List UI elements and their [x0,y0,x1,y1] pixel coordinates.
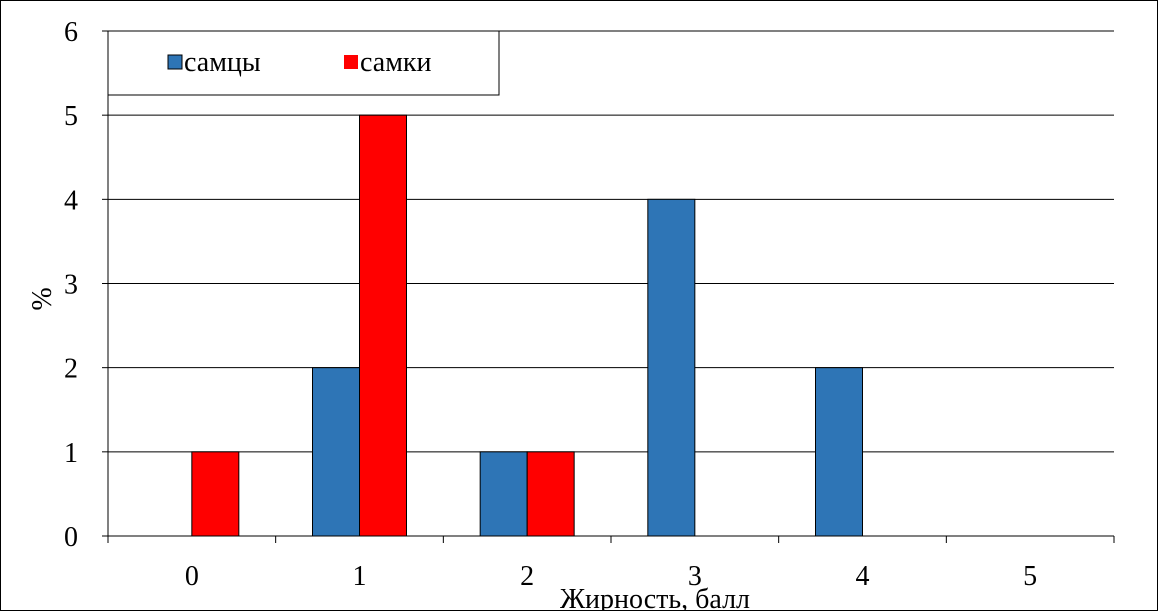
y-tick-label: 0 [64,522,78,553]
x-tick-label: 1 [353,561,367,592]
x-axis-label: Жирность, балл [560,584,750,611]
bar-females [191,451,240,537]
y-tick-label: 6 [64,17,78,48]
y-axis-ticks: 0 1 2 3 4 5 6 [64,17,108,553]
x-tick-label: 3 [688,561,702,592]
legend-label-males: самцы [184,47,261,78]
x-tick-label: 2 [520,561,534,592]
y-tick-label: 2 [64,354,78,385]
bar-males [312,367,360,537]
y-axis-label: % [27,287,58,310]
legend: самцы самки [107,30,500,96]
bar-females [359,114,407,537]
bar-males [815,367,863,537]
y-tick-label: 3 [64,270,78,301]
legend-box [107,30,500,96]
x-tick-label: 5 [1023,561,1037,592]
y-tick-label: 1 [64,438,78,469]
bars [191,114,863,537]
legend-swatch-males [167,54,183,70]
x-tick-label: 0 [185,561,199,592]
bar-females [526,451,575,537]
legend-label-females: самки [360,47,432,78]
bar-males [647,198,696,537]
y-tick-label: 5 [64,101,78,132]
legend-swatch-females [344,55,358,69]
bar-males [479,451,528,537]
x-axis-ticks: 0 1 2 3 4 5 [107,536,1115,592]
x-tick-label: 4 [856,561,870,592]
y-tick-label: 4 [64,185,78,216]
